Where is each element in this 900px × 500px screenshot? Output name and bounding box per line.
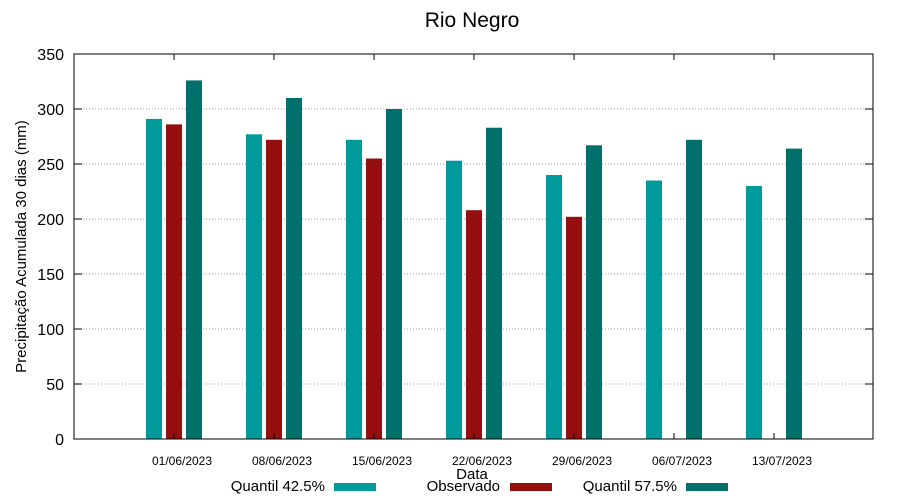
bar-observado	[166, 124, 182, 440]
y-tick-label: 150	[37, 267, 64, 284]
bar-observado	[366, 158, 382, 439]
bars	[146, 80, 802, 440]
bar-quantil-42-5	[446, 160, 462, 439]
legend-label: Quantil 42.5%	[231, 478, 325, 495]
y-tick-label: 100	[37, 322, 64, 339]
y-axis-label: Precipitação Acumulada 30 dias (mm)	[13, 120, 30, 373]
legend-label: Quantil 57.5%	[583, 478, 677, 495]
y-tick-label: 200	[37, 212, 64, 229]
x-tick-label: 08/06/2023	[252, 454, 312, 468]
bar-quantil-42-5	[146, 118, 162, 440]
x-tick-label: 15/06/2023	[352, 454, 412, 468]
legend-swatch	[334, 483, 376, 491]
bar-quantil-57-5	[786, 148, 802, 439]
y-tick-label: 300	[37, 102, 64, 119]
bar-observado	[266, 139, 282, 440]
x-tick-label: 06/07/2023	[652, 454, 712, 468]
bar-quantil-42-5	[746, 186, 762, 439]
legend-swatch	[510, 483, 552, 491]
y-tick-label: 250	[37, 157, 64, 174]
bar-quantil-42-5	[346, 139, 362, 440]
bar-quantil-57-5	[686, 139, 702, 440]
bar-quantil-57-5	[186, 80, 202, 440]
y-tick-label: 350	[37, 47, 64, 64]
bar-quantil-57-5	[386, 109, 402, 439]
y-tick-label: 50	[46, 377, 64, 394]
bar-quantil-42-5	[546, 175, 562, 439]
bar-quantil-42-5	[646, 180, 662, 439]
legend-label: Observado	[427, 478, 500, 495]
x-tick-label: 22/06/2023	[452, 454, 512, 468]
y-tick-label: 0	[55, 432, 64, 449]
x-tick-label: 01/06/2023	[152, 454, 212, 468]
bar-observado	[466, 210, 482, 439]
bar-quantil-42-5	[246, 134, 262, 440]
chart-title: Rio Negro	[425, 9, 520, 32]
x-tick-label: 29/06/2023	[552, 454, 612, 468]
x-axis-ticks: 01/06/2023 08/06/2023 15/06/2023 22/06/2023…	[152, 54, 812, 468]
bar-quantil-57-5	[286, 98, 302, 439]
bar-quantil-57-5	[486, 127, 502, 439]
legend-swatch	[686, 483, 728, 491]
bar-observado	[566, 216, 582, 439]
x-axis-label: Data	[456, 466, 488, 483]
y-axis-ticks: 0 50 100 150 200 250 300 350	[37, 47, 873, 449]
x-tick-label: 13/07/2023	[752, 454, 812, 468]
bar-quantil-57-5	[586, 145, 602, 440]
legend: Quantil 42.5% Observado Quantil 57.5%	[231, 478, 728, 495]
